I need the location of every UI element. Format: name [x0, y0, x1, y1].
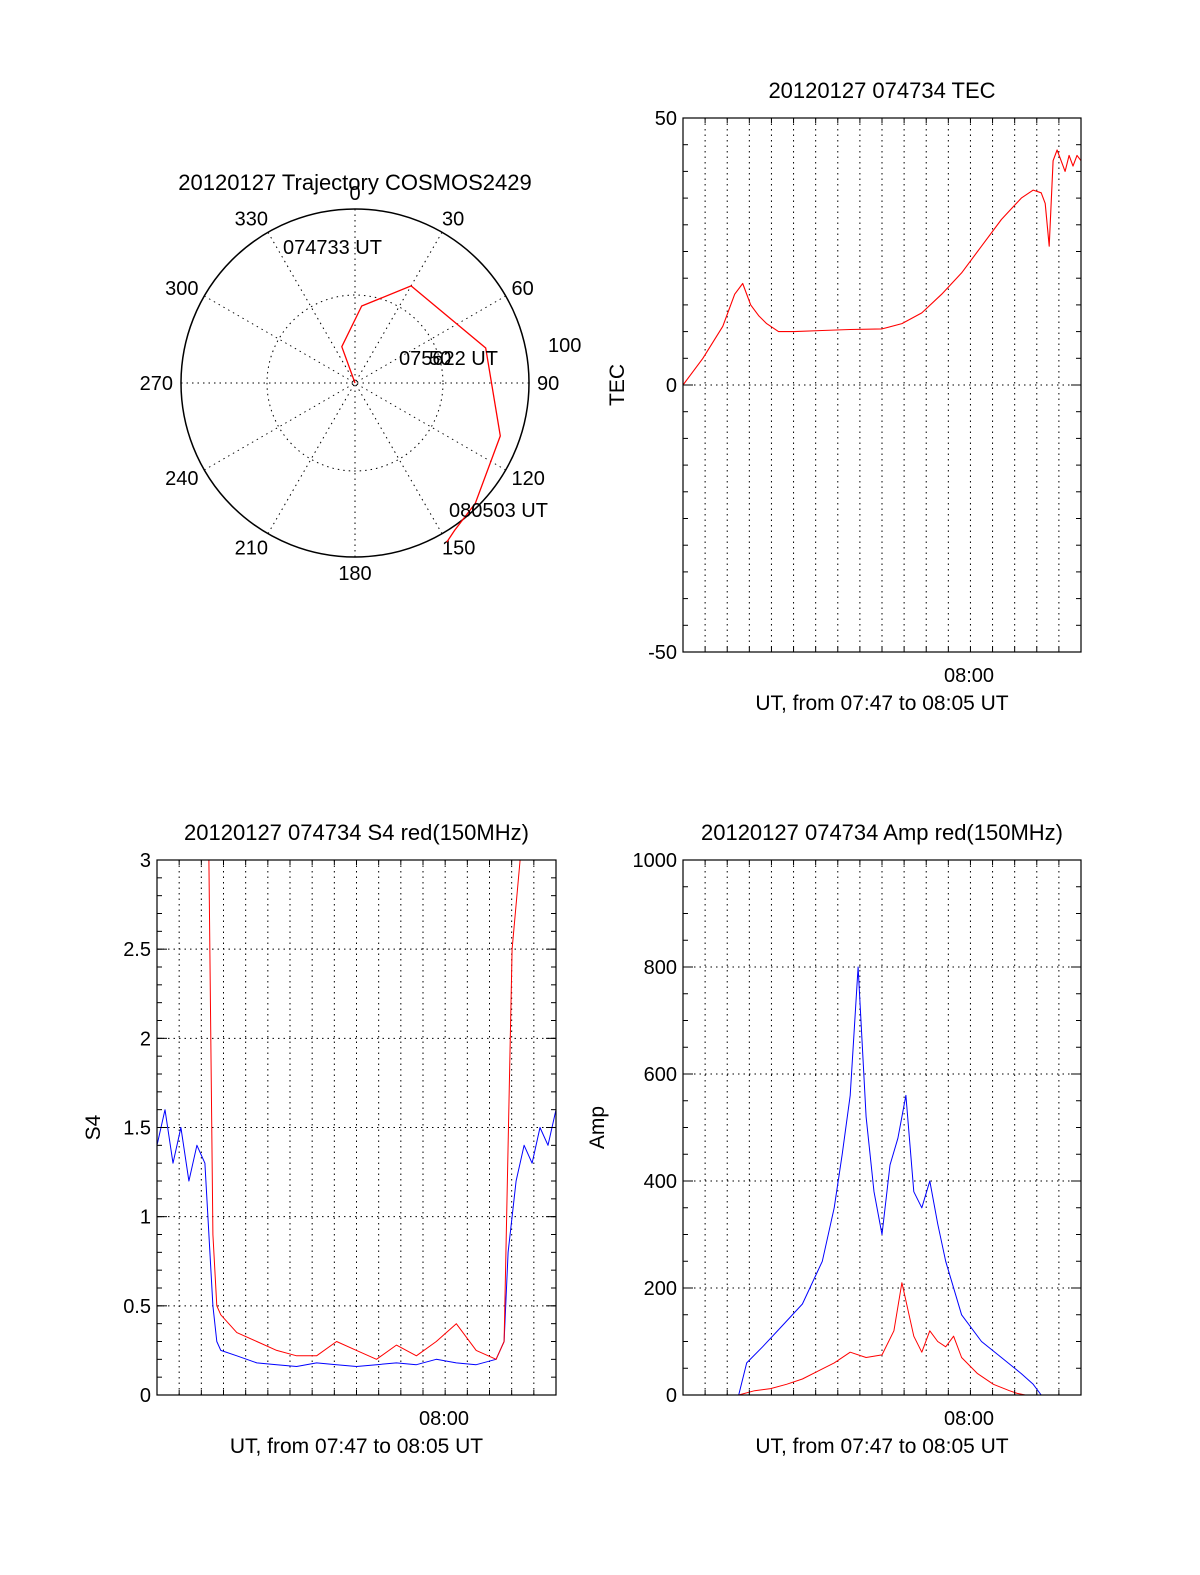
azimuth-label: 120 [512, 468, 545, 490]
x-axis-label: UT, from 07:47 to 08:05 UT [755, 1435, 1008, 1458]
azimuth-label: 90 [537, 373, 559, 395]
azimuth-label: 180 [338, 563, 371, 585]
panel-title: 20120127 074734 S4 red(150MHz) [184, 820, 529, 845]
trajectory-mid-label: 075622 UT [399, 348, 498, 370]
x-tick-label: 08:00 [419, 1408, 469, 1430]
y-tick-label: -50 [648, 642, 677, 664]
elevation-ring-label: 100 [548, 335, 581, 357]
x-axis-label: UT, from 07:47 to 08:05 UT [755, 692, 1008, 715]
trajectory-mid-overlap-label: 50 [429, 348, 451, 370]
azimuth-label: 270 [140, 373, 173, 395]
trajectory-start-label: 074733 UT [283, 237, 382, 259]
azimuth-label: 330 [235, 208, 268, 230]
series-line-red [682, 149, 1082, 386]
amp-panel: 20120127 074734 Amp red(150MHz) 1000 800 60… [586, 820, 1082, 1458]
tec-panel: 20120127 074734 TEC 50 0 -50 08:00 UT, from 0… [606, 78, 1082, 715]
azimuth-label: 30 [442, 208, 464, 230]
azimuth-label: 300 [165, 278, 198, 300]
y-tick-label: 2 [140, 1028, 151, 1050]
azimuth-label: 210 [235, 538, 268, 560]
y-tick-label: 1000 [633, 850, 678, 872]
y-tick-label: 800 [644, 957, 677, 979]
y-tick-label: 0 [666, 1385, 677, 1407]
y-tick-label: 1 [140, 1207, 151, 1229]
polar-title: 20120127 Trajectory COSMOS2429 [178, 170, 531, 195]
y-axis-label: TEC [606, 364, 629, 406]
y-tick-label: 600 [644, 1064, 677, 1086]
azimuth-label: 240 [165, 468, 198, 490]
x-tick-label: 08:00 [944, 665, 994, 687]
panel-title: 20120127 074734 TEC [768, 78, 995, 103]
y-tick-label: 200 [644, 1278, 677, 1300]
series-line-blue [156, 1109, 557, 1367]
y-tick-label: 400 [644, 1171, 677, 1193]
y-tick-label: 3 [140, 850, 151, 872]
y-tick-label: 0.5 [123, 1296, 151, 1318]
azimuth-label: 0 [349, 183, 360, 205]
y-tick-label: 2.5 [123, 939, 151, 961]
y-axis-label: S4 [82, 1114, 105, 1140]
azimuth-label: 150 [442, 538, 475, 560]
x-tick-label: 08:00 [944, 1408, 994, 1430]
y-tick-label: 0 [666, 375, 677, 397]
trajectory-line [341, 285, 501, 543]
series-line-red [683, 1282, 1081, 1396]
y-tick-label: 1.5 [123, 1118, 151, 1140]
azimuth-label: 60 [512, 278, 534, 300]
series-line-blue [683, 966, 1081, 1396]
y-axis-label: Amp [586, 1106, 609, 1149]
plot-frame [682, 859, 1082, 1396]
y-tick-label: 0 [140, 1385, 151, 1407]
polar-inner-ring [266, 294, 444, 472]
y-tick-label: 50 [655, 108, 677, 130]
x-axis-label: UT, from 07:47 to 08:05 UT [230, 1435, 483, 1458]
panel-title: 20120127 074734 Amp red(150MHz) [701, 820, 1063, 845]
s4-panel: 20120127 074734 S4 red(150MHz) 3 2.5 2 1.5 1 0… [82, 820, 557, 1458]
trajectory-end-label: 080503 UT [449, 500, 548, 522]
